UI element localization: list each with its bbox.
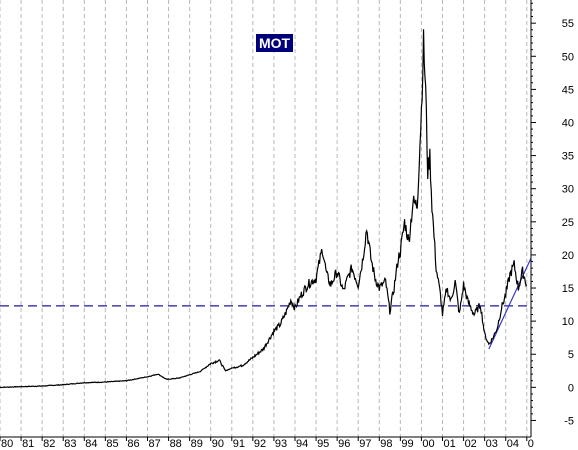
x-tick-label: 88 — [170, 438, 182, 450]
x-axis-ticks: 80 81 82 83 84 85 86 87 88 89 90 91 92 93 94 95 96 97 98 99… — [0, 437, 534, 450]
x-tick-label: 86 — [127, 438, 139, 450]
x-tick-label: 92 — [254, 438, 266, 450]
x-tick-label: 96 — [338, 438, 350, 450]
x-tick-label: 02 — [465, 438, 477, 450]
x-tick-label: 81 — [22, 438, 34, 450]
y-tick-label: 5 — [568, 349, 574, 361]
x-tick-label: 87 — [149, 438, 161, 450]
y-tick-label: 15 — [562, 283, 574, 295]
x-tick-label: 85 — [106, 438, 118, 450]
x-tick-label: 84 — [85, 438, 97, 450]
x-tick-label: 95 — [317, 438, 329, 450]
x-tick-label: 93 — [275, 438, 287, 450]
y-tick-label: 35 — [562, 151, 574, 163]
x-tick-label: 04 — [507, 438, 519, 450]
y-tick-label: 55 — [562, 18, 574, 30]
x-tick-label: 80 — [1, 438, 13, 450]
x-tick-label: 89 — [191, 438, 203, 450]
x-tick-label: 91 — [233, 438, 245, 450]
x-tick-label: 97 — [359, 438, 371, 450]
vertical-grid — [0, 0, 528, 437]
x-tick-label: 00 — [422, 438, 434, 450]
x-tick-label: 83 — [64, 438, 76, 450]
y-tick-label: 50 — [562, 51, 574, 63]
x-tick-label: 98 — [380, 438, 392, 450]
y-tick-label: 45 — [562, 84, 574, 96]
y-tick-label: 20 — [562, 250, 574, 262]
x-tick-label: 03 — [486, 438, 498, 450]
y-tick-label: -5 — [564, 415, 574, 427]
y-tick-label: 10 — [562, 316, 574, 328]
x-tick-label: 82 — [43, 438, 55, 450]
x-tick-label: 90 — [212, 438, 224, 450]
x-tick-label: 94 — [296, 438, 308, 450]
x-tick-label: 0 — [528, 438, 534, 450]
y-tick-label: 30 — [562, 184, 574, 196]
trend-line — [488, 257, 532, 350]
y-tick-label: 25 — [562, 217, 574, 229]
y-tick-label: 40 — [562, 117, 574, 129]
x-tick-label: 99 — [401, 438, 413, 450]
chart-title-badge: MOT — [256, 34, 293, 52]
annotations — [0, 257, 532, 350]
y-tick-label: 0 — [568, 382, 574, 394]
x-tick-label: 01 — [444, 438, 456, 450]
price-series-line — [0, 29, 528, 389]
